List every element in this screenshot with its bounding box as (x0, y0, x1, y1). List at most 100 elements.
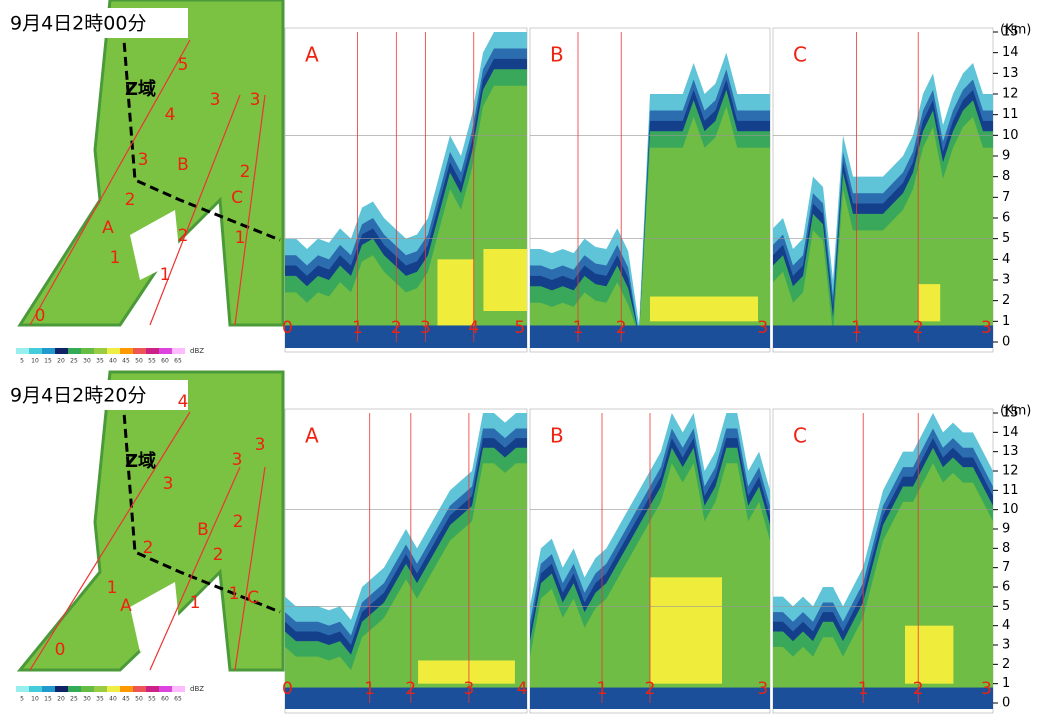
axis-tick-label: 5 (1002, 599, 1010, 614)
axis-tick-label: 10 (1002, 128, 1019, 143)
map-label: 1 (235, 228, 246, 248)
axis-tick-label: 14 (1002, 425, 1019, 440)
map-label: C (247, 588, 259, 608)
map-label: 2 (178, 226, 189, 246)
map-label: 0 (35, 306, 46, 326)
colorbar-tick: 55 (148, 358, 156, 365)
section-line (149, 466, 241, 671)
echo-core (650, 577, 722, 684)
map-label: 5 (178, 55, 189, 75)
axis-tick-label: 9 (1002, 149, 1010, 164)
map-label: 2 (240, 162, 251, 182)
colorbar-cell (55, 686, 68, 692)
marker-label: 0 (282, 318, 293, 338)
echo-core (918, 284, 941, 322)
colorbar-tick: 5 (20, 696, 24, 703)
colorbar-cell (159, 686, 172, 692)
colorbar-tick: 10 (31, 696, 39, 703)
axis-tick-label: 7 (1002, 190, 1010, 205)
axis-tick-label: 12 (1002, 87, 1019, 102)
marker-label: 2 (913, 679, 924, 699)
axis-tick-label: 2 (1002, 657, 1010, 672)
marker-label: 1 (364, 679, 375, 699)
marker-label: 4 (517, 679, 528, 699)
colorbar-tick: 65 (174, 696, 182, 703)
marker-label: 0 (282, 679, 293, 699)
axis-tick-label: 8 (1002, 541, 1010, 556)
colorbar-cell (107, 348, 120, 354)
axis-tick-label: 9 (1002, 522, 1010, 537)
map-label: A (120, 596, 132, 616)
map-label: 3 (232, 450, 243, 470)
time-label: 9月4日2時20分 (10, 385, 146, 407)
axis-tick-label: 0 (1002, 696, 1010, 711)
marker-label: 5 (514, 318, 525, 338)
map-label: B (197, 520, 209, 540)
map-label: 2 (213, 545, 224, 565)
panel-letter: B (550, 43, 564, 67)
colorbar-tick: 50 (135, 358, 143, 365)
map-label: 1 (229, 584, 240, 604)
colorbar-cell (94, 686, 107, 692)
marker-label: 1 (851, 318, 862, 338)
colorbar-cell (172, 686, 185, 692)
echo-core (650, 296, 758, 322)
region-label: Z域 (125, 450, 156, 472)
colorbar-tick: 20 (57, 696, 65, 703)
section-line (29, 39, 191, 326)
axis-tick-label: 1 (1002, 314, 1010, 329)
colorbar-tick: 65 (174, 358, 182, 365)
axis-tick-label: 11 (1002, 107, 1019, 122)
axis-tick-label: 1 (1002, 676, 1010, 691)
axis-tick-label: 4 (1002, 252, 1010, 267)
colorbar-tick: 25 (70, 696, 78, 703)
colorbar-cell (42, 348, 55, 354)
marker-label: 1 (352, 318, 363, 338)
ground-band (285, 687, 527, 709)
echo-core (483, 249, 527, 311)
colorbar-cell (68, 348, 81, 354)
map-label: 4 (165, 105, 176, 125)
map-label: 1 (107, 578, 118, 598)
marker-label: 1 (597, 679, 608, 699)
marker-label: 2 (913, 318, 924, 338)
colorbar-tick: 40 (109, 696, 117, 703)
colorbar-cell (146, 348, 159, 354)
marker-label: 3 (981, 318, 992, 338)
panel-letter: B (550, 424, 564, 448)
colorbar-cell (16, 686, 29, 692)
ground-band (285, 325, 527, 348)
marker-label: 2 (616, 318, 627, 338)
colorbar-tick: 15 (44, 696, 52, 703)
map-label: 2 (143, 538, 154, 558)
colorbar-tick: 20 (57, 358, 65, 365)
time-box (3, 380, 188, 410)
marker-label: 1 (858, 679, 869, 699)
colorbar-cell (120, 348, 133, 354)
map-label: A (102, 218, 114, 238)
axis-tick-label: 12 (1002, 464, 1019, 479)
colorbar-cell (29, 348, 42, 354)
colorbar-tick: 50 (135, 696, 143, 703)
axis-tick-label: 13 (1002, 444, 1019, 459)
axis-tick-label: 15 (1002, 25, 1019, 40)
colorbar-cell (81, 686, 94, 692)
map-label: 3 (210, 90, 221, 110)
colorbar-cell (94, 348, 107, 354)
axis-tick-label: 3 (1002, 273, 1010, 288)
axis-tick-label: 4 (1002, 618, 1010, 633)
marker-label: 3 (981, 679, 992, 699)
time-label: 9月4日2時00分 (10, 13, 146, 35)
colorbar-cell (146, 686, 159, 692)
marker-label: 3 (757, 318, 768, 338)
colorbar-cell (133, 348, 146, 354)
axis-tick-label: 8 (1002, 169, 1010, 184)
map-label: 2 (125, 190, 136, 210)
colorbar-tick: 30 (83, 696, 91, 703)
axis-tick-label: 13 (1002, 66, 1019, 81)
axis-tick-label: 6 (1002, 211, 1010, 226)
marker-label: 2 (391, 318, 402, 338)
section-line (29, 411, 191, 671)
